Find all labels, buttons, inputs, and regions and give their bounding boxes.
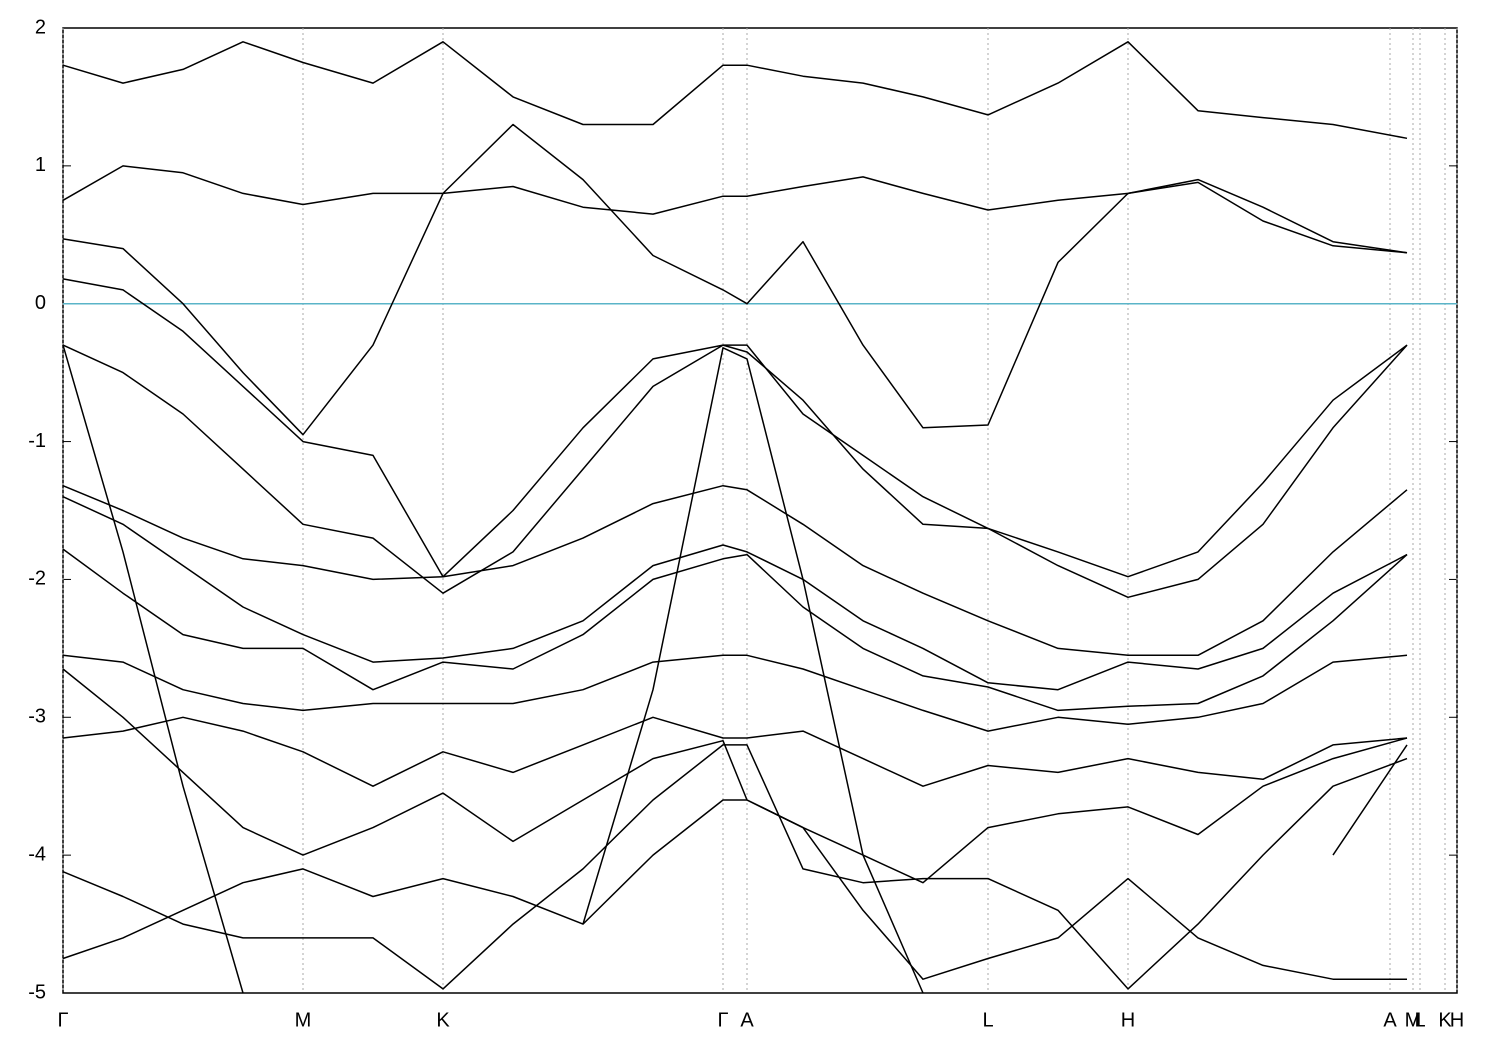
band-line xyxy=(62,123,1408,436)
x-tick-label: A xyxy=(740,1009,754,1031)
band-line xyxy=(62,496,1408,691)
x-tick-label: A xyxy=(1383,1009,1397,1031)
x-tick-label: Γ xyxy=(717,1009,728,1031)
x-tick-label: H xyxy=(1450,1009,1464,1031)
band-line xyxy=(62,344,1408,994)
x-tick-label: K xyxy=(1438,1009,1452,1031)
band-line xyxy=(62,165,1408,254)
band-line xyxy=(62,548,1408,712)
band-line xyxy=(62,344,1408,599)
y-tick-label: -5 xyxy=(28,981,46,1003)
y-tick-label: 2 xyxy=(35,16,46,38)
y-tick-label: 0 xyxy=(35,292,46,314)
x-tick-label: L xyxy=(1414,1009,1425,1031)
x-tick-label: M xyxy=(1405,1009,1422,1031)
x-tick-label: L xyxy=(982,1009,993,1031)
band-line xyxy=(62,41,1408,140)
y-tick-label: -2 xyxy=(28,568,46,590)
x-tick-label: Γ xyxy=(57,1009,68,1031)
band-line xyxy=(62,484,1408,657)
y-tick-label: -3 xyxy=(28,706,46,728)
x-tick-label: H xyxy=(1121,1009,1135,1031)
band-line xyxy=(62,744,1408,990)
band-line xyxy=(62,668,1408,884)
band-line xyxy=(62,799,1407,980)
x-tick-label: M xyxy=(295,1009,312,1031)
y-tick-label: 1 xyxy=(35,154,46,176)
band-line xyxy=(62,716,1408,787)
plot-frame xyxy=(62,27,1458,994)
y-tick-label: -4 xyxy=(28,843,46,865)
band-line xyxy=(62,278,1408,578)
x-tick-label: K xyxy=(436,1009,450,1031)
band-line xyxy=(62,654,1408,732)
y-tick-label: -1 xyxy=(28,430,46,452)
